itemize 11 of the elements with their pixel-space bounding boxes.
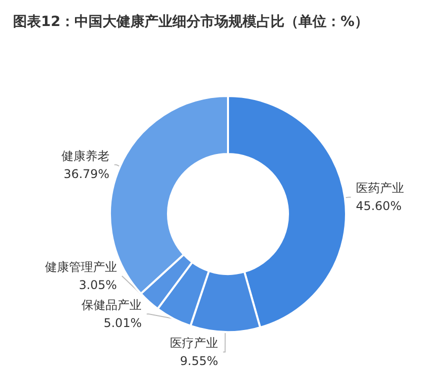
slice-label: 医疗产业 <box>170 336 218 350</box>
data-label: 9.55% <box>180 354 218 368</box>
data-label: 3.05% <box>78 278 117 292</box>
slice-label: 健康管理产业 <box>44 260 117 274</box>
slice-label: 健康养老 <box>61 148 110 163</box>
slice-label: 保健品产业 <box>82 298 142 312</box>
data-label: 5.01% <box>104 316 142 330</box>
data-label: 36.79% <box>64 166 110 181</box>
slice-label: 医药产业 <box>356 181 404 196</box>
chart-title: 图表12：中国大健康产业细分市场规模占比（单位：%） <box>13 13 369 30</box>
data-label: 45.60% <box>356 199 402 214</box>
